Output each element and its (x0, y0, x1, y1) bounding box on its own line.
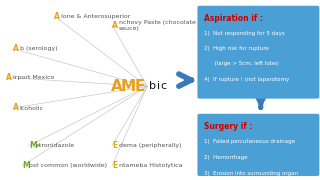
Text: M: M (121, 79, 136, 94)
Text: Surgery if :: Surgery if : (204, 122, 252, 131)
Text: ntameba Histolytica: ntameba Histolytica (119, 163, 182, 168)
Text: dema (peripherally): dema (peripherally) (119, 143, 181, 148)
Text: lone & Anterosuperior: lone & Anterosuperior (61, 14, 131, 19)
Text: 1)  Failed percutaneous drainage: 1) Failed percutaneous drainage (204, 139, 295, 144)
Text: A: A (112, 21, 118, 30)
Text: A: A (6, 73, 12, 82)
Text: M: M (22, 161, 30, 170)
Text: ost common (worldwide): ost common (worldwide) (29, 163, 108, 168)
FancyBboxPatch shape (197, 114, 319, 176)
Text: A: A (13, 103, 19, 112)
Text: irport Mexico: irport Mexico (13, 75, 55, 80)
Text: lcoholic: lcoholic (20, 105, 44, 111)
Text: E: E (112, 161, 117, 170)
Text: i: i (157, 81, 161, 91)
Text: A: A (54, 12, 60, 21)
Text: 1)  Not responding for 5 days: 1) Not responding for 5 days (204, 31, 284, 36)
Text: A: A (13, 44, 19, 53)
Text: b (serology): b (serology) (20, 46, 58, 51)
Text: E: E (112, 141, 117, 150)
Text: E: E (135, 79, 145, 94)
Text: (large > 5cm, left lobe): (large > 5cm, left lobe) (204, 61, 279, 66)
Text: 4)  If rupture ! (not laparotomy: 4) If rupture ! (not laparotomy (204, 76, 289, 82)
FancyBboxPatch shape (197, 6, 319, 99)
Text: 2)  Hemorrhage: 2) Hemorrhage (204, 155, 247, 160)
Text: 2)  High risk for rupture: 2) High risk for rupture (204, 46, 269, 51)
Text: M: M (29, 141, 36, 150)
Text: Aspiration if :: Aspiration if : (204, 14, 263, 23)
Text: A: A (111, 79, 123, 94)
Text: c: c (161, 81, 167, 91)
Text: etronidazole: etronidazole (36, 143, 75, 148)
Text: nchovy Paste (chocolate
sauce): nchovy Paste (chocolate sauce) (119, 20, 196, 31)
Text: b: b (148, 81, 156, 91)
Text: 3)  Erosion into surrounding organ: 3) Erosion into surrounding organ (204, 171, 298, 176)
